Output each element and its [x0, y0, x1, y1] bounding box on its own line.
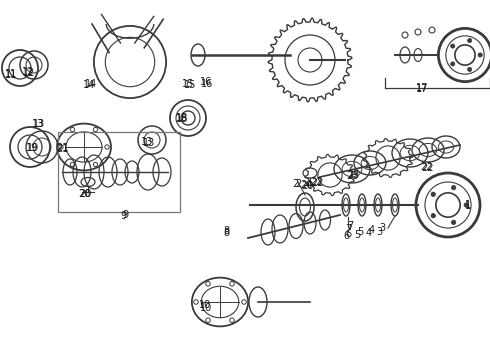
Text: 22: 22: [420, 162, 433, 172]
Text: 19: 19: [27, 143, 40, 153]
Circle shape: [464, 203, 468, 207]
Text: 10: 10: [199, 300, 211, 310]
Text: 18: 18: [176, 113, 189, 123]
Text: 1: 1: [465, 201, 471, 211]
Text: 21: 21: [56, 143, 69, 153]
Circle shape: [467, 67, 472, 72]
Text: 20: 20: [79, 189, 92, 199]
Text: 4: 4: [366, 228, 371, 238]
Bar: [58, 132, 180, 212]
Circle shape: [431, 192, 436, 197]
Text: 8: 8: [223, 226, 229, 237]
Text: 2: 2: [295, 179, 301, 189]
Text: 7: 7: [347, 221, 353, 231]
Text: 1: 1: [465, 200, 471, 210]
Text: 13: 13: [141, 137, 153, 147]
Text: 11: 11: [5, 69, 17, 79]
Text: 7: 7: [345, 224, 351, 234]
Circle shape: [451, 44, 455, 48]
Text: 3: 3: [379, 223, 385, 233]
Circle shape: [467, 39, 472, 43]
Text: 21: 21: [56, 144, 69, 154]
Text: 22: 22: [421, 163, 434, 174]
Text: 14: 14: [83, 80, 96, 90]
Circle shape: [451, 220, 456, 225]
Text: 15: 15: [182, 79, 195, 89]
Text: 14: 14: [85, 78, 97, 89]
Text: 16: 16: [201, 78, 213, 89]
Text: 23: 23: [347, 170, 360, 180]
Text: 8: 8: [223, 228, 229, 238]
Text: 5: 5: [355, 230, 361, 240]
Text: 13: 13: [32, 119, 45, 129]
Text: 22: 22: [311, 178, 324, 188]
Text: 16: 16: [200, 77, 212, 87]
Text: 17: 17: [416, 83, 429, 93]
Circle shape: [451, 185, 456, 190]
Text: 20: 20: [78, 189, 91, 199]
Text: 6: 6: [346, 229, 352, 239]
Text: 3: 3: [377, 227, 383, 237]
Text: 9: 9: [122, 210, 128, 220]
Text: 5: 5: [358, 227, 364, 237]
Circle shape: [478, 53, 482, 57]
Text: 13: 13: [144, 138, 156, 148]
Text: 12: 12: [22, 67, 35, 77]
Text: 23: 23: [346, 171, 359, 181]
Text: 13: 13: [33, 119, 46, 129]
Text: 20: 20: [301, 181, 314, 192]
Text: 2: 2: [292, 179, 298, 189]
Text: 6: 6: [343, 231, 349, 241]
Text: 22: 22: [310, 177, 322, 187]
Text: 9: 9: [121, 211, 126, 221]
Text: 15: 15: [184, 80, 196, 90]
Text: 11: 11: [5, 70, 17, 80]
Text: 10: 10: [200, 303, 212, 313]
Circle shape: [431, 213, 436, 218]
Text: 20: 20: [300, 180, 313, 190]
Text: 18: 18: [176, 114, 189, 124]
Circle shape: [451, 62, 455, 66]
Text: 19: 19: [26, 143, 39, 153]
Text: 4: 4: [368, 225, 374, 235]
Text: 12: 12: [23, 68, 36, 78]
Text: 17: 17: [416, 84, 429, 94]
